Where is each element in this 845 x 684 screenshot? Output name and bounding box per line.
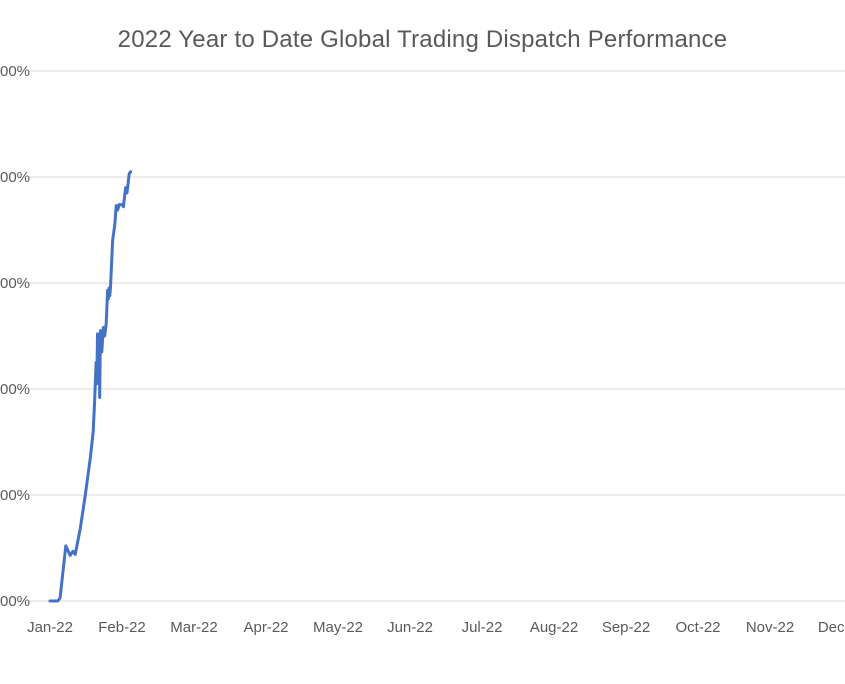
x-axis-tick-label: Mar-22 xyxy=(170,619,218,636)
y-axis-tick-label: 00% xyxy=(0,169,31,186)
x-axis-tick-label: Nov-22 xyxy=(745,619,795,636)
x-axis-tick-label: Jul-22 xyxy=(461,619,503,636)
x-axis-tick-label: Jun-22 xyxy=(387,619,433,636)
x-axis-tick-label: Sep-22 xyxy=(601,619,651,636)
y-axis-tick-label: 00% xyxy=(0,593,31,610)
performance-line xyxy=(48,170,133,603)
y-axis-tick-label: 00% xyxy=(0,487,31,504)
y-axis-tick-label: 00% xyxy=(0,275,31,292)
x-axis-tick-label: Apr-22 xyxy=(243,619,289,636)
x-axis-tick-label: Feb-22 xyxy=(98,619,146,636)
y-axis-tick-label: 00% xyxy=(0,381,31,398)
x-axis-tick-label: May-22 xyxy=(312,619,364,636)
x-axis-tick-label: Jan-22 xyxy=(27,619,73,636)
x-axis-tick-label: Oct-22 xyxy=(675,619,721,636)
chart-title: 2022 Year to Date Global Trading Dispatc… xyxy=(117,26,728,53)
x-axis-tick-label: Aug-22 xyxy=(529,619,579,636)
y-axis-tick-label: 00% xyxy=(0,63,31,80)
x-axis-tick-label: Dec-22 xyxy=(817,619,845,636)
